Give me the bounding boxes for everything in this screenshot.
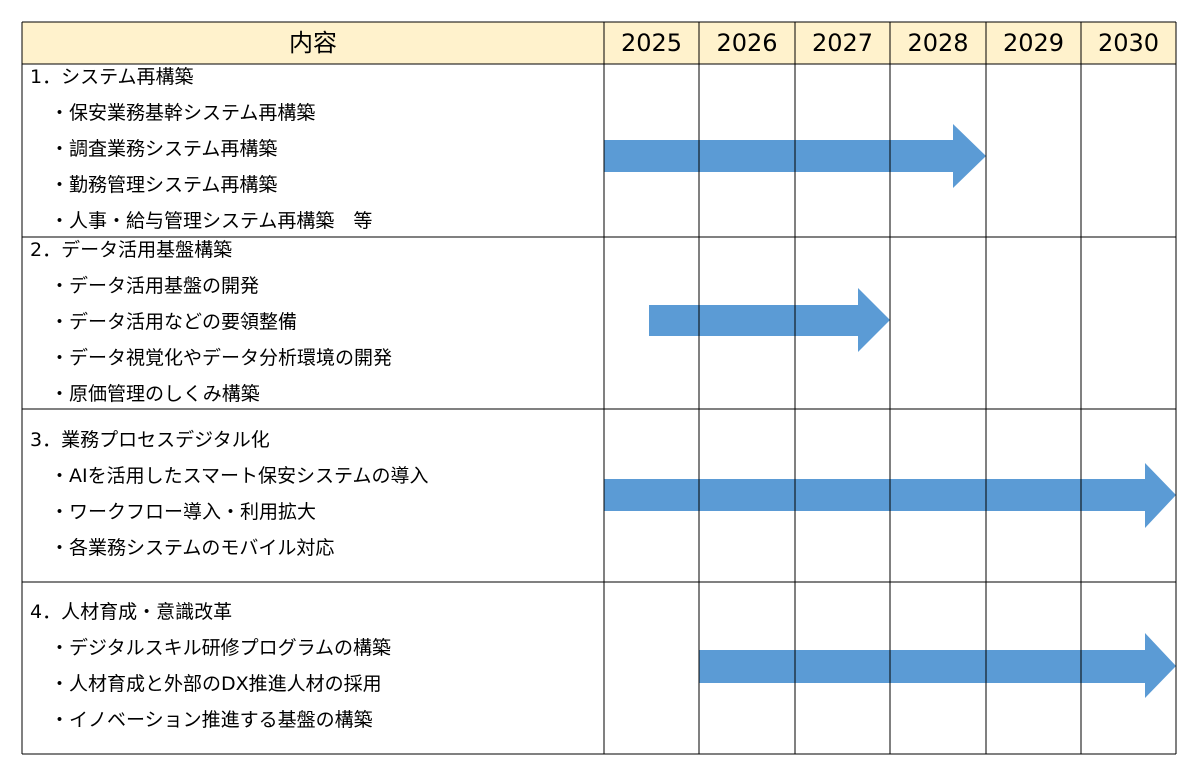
cell-text: ・各業務システムのモバイル対応: [50, 537, 335, 559]
cell-text: ・原価管理のしくみ構築: [50, 383, 260, 405]
cell-text: ・勤務管理システム再構築: [50, 174, 278, 196]
arrow: [649, 288, 890, 352]
header-cell: 2030: [1097, 29, 1160, 57]
cell-text: ・データ活用基盤の開発: [50, 275, 260, 297]
cell-text: ・人材育成と外部のDX推進人材の採用: [50, 673, 382, 695]
header-cell: 2029: [1002, 29, 1065, 57]
cell-text: 2．データ活用基盤構築: [30, 239, 233, 261]
header-background: [22, 22, 1176, 64]
cell-text: ・イノベーション推進する基盤の構築: [50, 709, 373, 731]
cell-text: 4．人材育成・意識改革: [30, 601, 233, 623]
cell-text: ・デジタルスキル研修プログラムの構築: [50, 637, 392, 659]
cell-text: ・調査業務システム再構築: [50, 138, 278, 160]
header-cell: 2028: [907, 29, 969, 57]
header-cell: 2027: [811, 29, 874, 57]
cell-text: ・データ活用などの要領整備: [50, 311, 298, 333]
cell-text: ・人事・給与管理システム再構築 等: [50, 210, 373, 232]
header-cell: 2025: [620, 29, 683, 57]
header-cell: 内容: [289, 29, 337, 57]
cell-text: ・AIを活用したスマート保安システムの導入: [50, 465, 429, 487]
cell-text: ・保安業務基幹システム再構築: [50, 102, 316, 124]
cell-text: ・ワークフロー導入・利用拡大: [50, 501, 317, 523]
arrow: [699, 633, 1176, 698]
cell-text: ・データ視覚化やデータ分析環境の開発: [50, 347, 393, 369]
header-cell: 2026: [716, 29, 778, 57]
cell-text: 3．業務プロセスデジタル化: [30, 429, 270, 451]
cell-text: 1．システム再構築: [30, 66, 194, 88]
